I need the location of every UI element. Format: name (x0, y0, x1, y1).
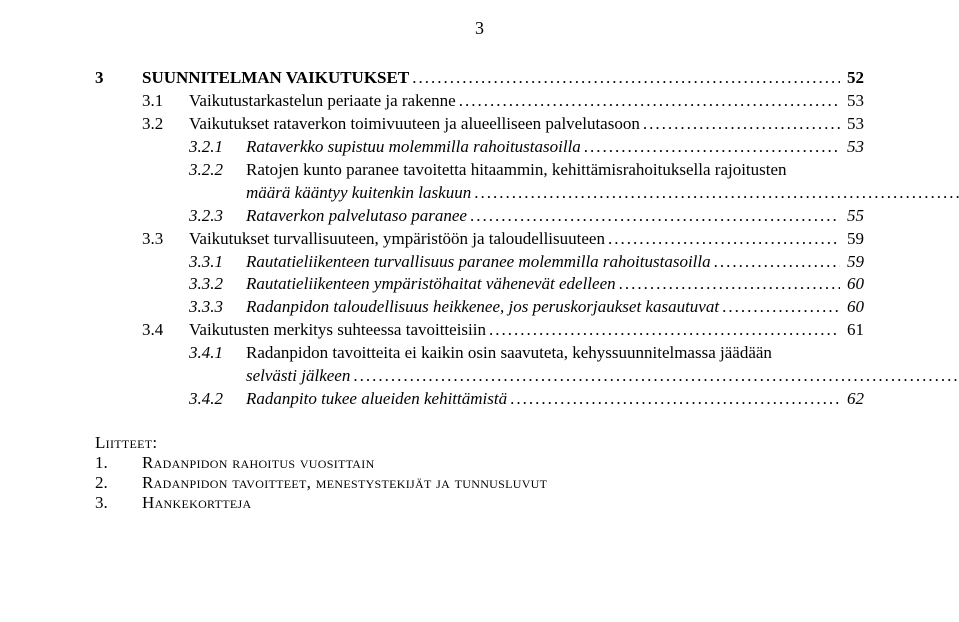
attachment-number: 1. (95, 453, 142, 473)
attachment-label: Hankekortteja (142, 493, 251, 513)
toc-page: 59 (840, 251, 864, 274)
toc-leader: ........................................… (507, 388, 840, 411)
toc-title-line: määrä kääntyy kuitenkin laskuun (246, 182, 471, 205)
attachment-number: 3. (95, 493, 142, 513)
toc-title-line: Ratojen kunto paranee tavoitetta hitaamm… (246, 159, 959, 182)
toc-title: SUUNNITELMAN VAIKUTUKSET (142, 67, 409, 90)
toc-number: 3.2.3 (189, 205, 246, 228)
toc-row: 3.4.2 Radanpito tukee alueiden kehittämi… (95, 388, 864, 411)
attachment-item: 3. Hankekortteja (95, 493, 864, 513)
toc-leader: ........................................… (471, 182, 959, 205)
toc-leader: ........................................… (581, 136, 840, 159)
toc-page: 60 (840, 296, 864, 319)
toc-title: Vaikutusten merkitys suhteessa tavoittei… (189, 319, 486, 342)
toc-row: 3.2.3 Rataverkon palvelutaso paranee ...… (95, 205, 864, 228)
toc-row: 3 SUUNNITELMAN VAIKUTUKSET .............… (95, 67, 864, 90)
toc-page: 60 (840, 273, 864, 296)
toc-row: 3.4 Vaikutusten merkitys suhteessa tavoi… (95, 319, 864, 342)
toc-number: 3.3.3 (189, 296, 246, 319)
toc-row: 3.3 Vaikutukset turvallisuuteen, ympäris… (95, 228, 864, 251)
toc-leader: ........................................… (640, 113, 840, 136)
toc-title: Rataverkko supistuu molemmilla rahoitust… (246, 136, 581, 159)
toc-title: Vaikutukset turvallisuuteen, ympäristöön… (189, 228, 605, 251)
toc-leader: ........................................… (467, 205, 840, 228)
toc-title-multiline: Radanpidon tavoitteita ei kaikin osin sa… (246, 342, 959, 388)
toc-page: 59 (840, 228, 864, 251)
toc-row: 3.3.2 Rautatieliikenteen ympäristöhaitat… (95, 273, 864, 296)
toc-row: 3.1 Vaikutustarkastelun periaate ja rake… (95, 90, 864, 113)
toc-page: 53 (840, 90, 864, 113)
toc-row: 3.3.3 Radanpidon taloudellisuus heikkene… (95, 296, 864, 319)
toc-title: Vaikutukset rataverkon toimivuuteen ja a… (189, 113, 640, 136)
toc-number: 3.4.1 (189, 342, 246, 365)
document-page: 3 3 SUUNNITELMAN VAIKUTUKSET ...........… (0, 0, 959, 622)
toc-page: 53 (840, 136, 864, 159)
toc-title-line: selvästi jälkeen (246, 365, 350, 388)
toc-number: 3.3.2 (189, 273, 246, 296)
toc-number: 3.4 (142, 319, 189, 342)
toc-page: 53 (840, 113, 864, 136)
toc-leader: ........................................… (409, 67, 840, 90)
toc-page: 55 (840, 205, 864, 228)
toc-page: 52 (840, 67, 864, 90)
toc-title-line: Radanpidon tavoitteita ei kaikin osin sa… (246, 342, 959, 365)
toc-title: Rataverkon palvelutaso paranee (246, 205, 467, 228)
toc-title: Radanpidon taloudellisuus heikkenee, jos… (246, 296, 719, 319)
toc-row: 3.3.1 Rautatieliikenteen turvallisuus pa… (95, 251, 864, 274)
toc-title: Vaikutustarkastelun periaate ja rakenne (189, 90, 456, 113)
toc-page: 61 (840, 319, 864, 342)
toc-leader: ........................................… (456, 90, 840, 113)
toc-leader: ........................................… (711, 251, 840, 274)
toc-row: 3.2.2 Ratojen kunto paranee tavoitetta h… (95, 159, 864, 205)
toc-number: 3.2 (142, 113, 189, 136)
attachments-heading: Liitteet: (95, 433, 864, 453)
page-number: 3 (95, 18, 864, 39)
attachment-item: 2. Radanpidon tavoitteet, menestystekijä… (95, 473, 864, 493)
toc-page: 62 (840, 388, 864, 411)
toc-number: 3 (95, 67, 142, 90)
toc-leader: ........................................… (719, 296, 840, 319)
attachment-number: 2. (95, 473, 142, 493)
table-of-contents: 3 SUUNNITELMAN VAIKUTUKSET .............… (95, 67, 864, 411)
attachments-section: Liitteet: 1. Radanpidon rahoitus vuositt… (95, 433, 864, 513)
toc-number: 3.2.1 (189, 136, 246, 159)
toc-title-multiline: Ratojen kunto paranee tavoitetta hitaamm… (246, 159, 959, 205)
toc-number: 3.1 (142, 90, 189, 113)
toc-leader: ........................................… (616, 273, 840, 296)
toc-leader: ........................................… (605, 228, 840, 251)
toc-row: 3.4.1 Radanpidon tavoitteita ei kaikin o… (95, 342, 864, 388)
toc-number: 3.3 (142, 228, 189, 251)
toc-row: 3.2 Vaikutukset rataverkon toimivuuteen … (95, 113, 864, 136)
attachment-label: Radanpidon tavoitteet, menestystekijät j… (142, 473, 547, 493)
toc-number: 3.2.2 (189, 159, 246, 182)
attachment-label: Radanpidon rahoitus vuosittain (142, 453, 375, 473)
toc-leader: ........................................… (486, 319, 840, 342)
toc-number: 3.3.1 (189, 251, 246, 274)
toc-leader: ........................................… (350, 365, 959, 388)
toc-row: 3.2.1 Rataverkko supistuu molemmilla rah… (95, 136, 864, 159)
toc-number: 3.4.2 (189, 388, 246, 411)
attachment-item: 1. Radanpidon rahoitus vuosittain (95, 453, 864, 473)
toc-title: Radanpito tukee alueiden kehittämistä (246, 388, 507, 411)
toc-title: Rautatieliikenteen ympäristöhaitat vähen… (246, 273, 616, 296)
toc-title: Rautatieliikenteen turvallisuus paranee … (246, 251, 711, 274)
